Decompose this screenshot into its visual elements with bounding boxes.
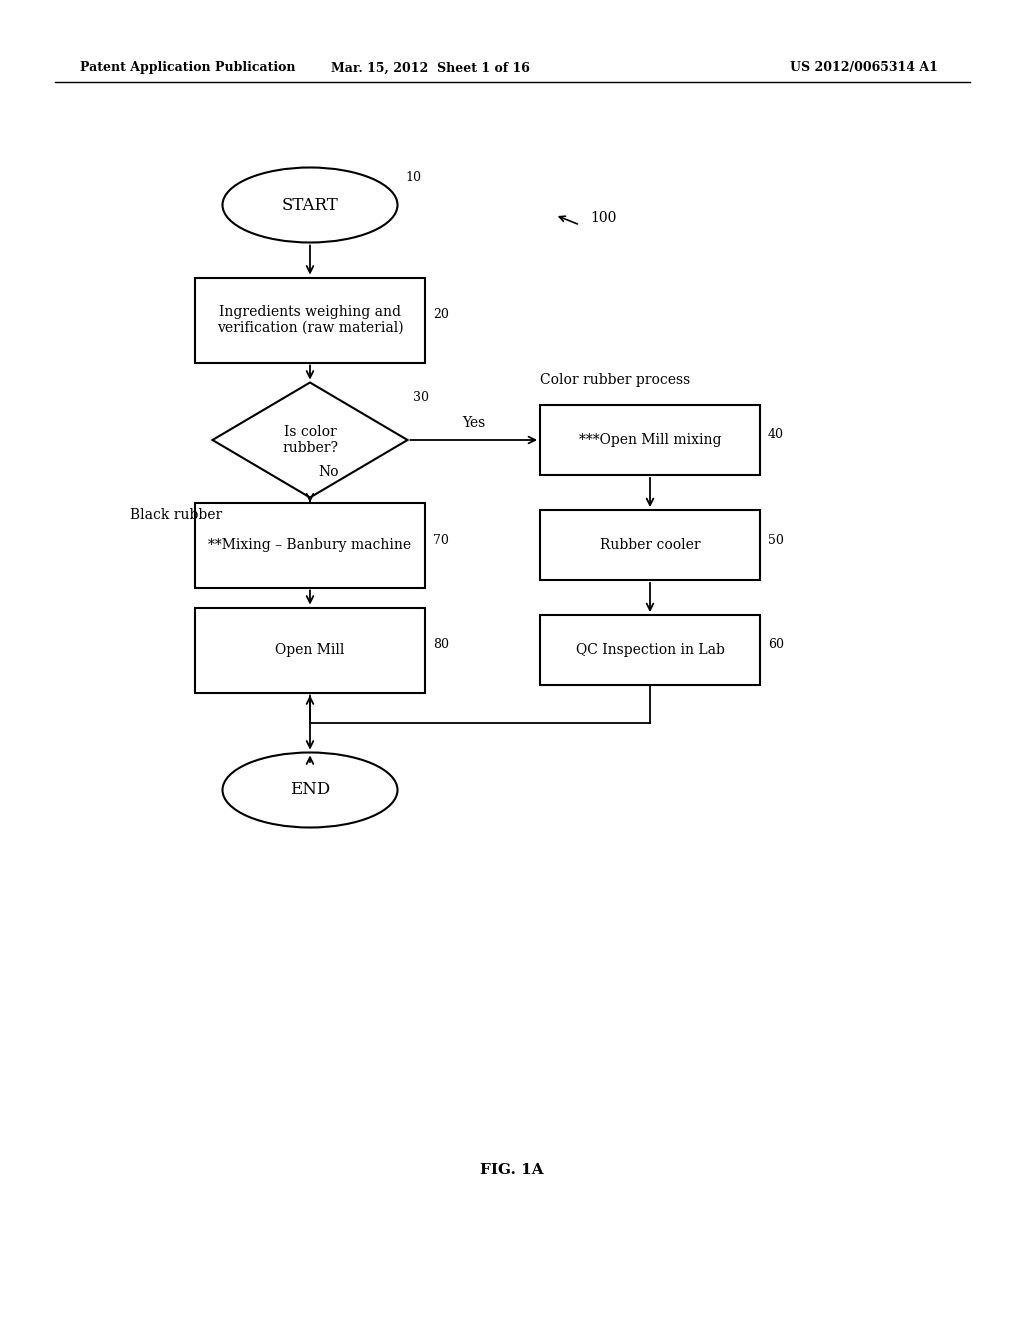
Text: Yes: Yes — [462, 416, 485, 430]
Text: Rubber cooler: Rubber cooler — [600, 539, 700, 552]
Ellipse shape — [222, 168, 397, 243]
Text: 20: 20 — [433, 309, 449, 322]
Bar — [540, 405, 760, 475]
Text: 70: 70 — [433, 533, 449, 546]
Text: ***Open Mill mixing: ***Open Mill mixing — [579, 433, 721, 447]
Text: FIG. 1A: FIG. 1A — [480, 1163, 544, 1177]
Text: US 2012/0065314 A1: US 2012/0065314 A1 — [790, 62, 938, 74]
Text: 40: 40 — [768, 429, 784, 441]
Text: Open Mill: Open Mill — [275, 643, 345, 657]
Text: 80: 80 — [433, 639, 449, 652]
Text: Color rubber process: Color rubber process — [540, 374, 690, 387]
Text: Mar. 15, 2012  Sheet 1 of 16: Mar. 15, 2012 Sheet 1 of 16 — [331, 62, 529, 74]
Text: 30: 30 — [413, 391, 428, 404]
Bar — [540, 510, 760, 579]
Text: 10: 10 — [406, 172, 422, 183]
Text: Patent Application Publication: Patent Application Publication — [80, 62, 296, 74]
Text: Black rubber: Black rubber — [130, 508, 222, 521]
Bar — [195, 607, 425, 693]
Text: 60: 60 — [768, 639, 784, 652]
Text: 100: 100 — [590, 211, 616, 224]
Bar — [540, 615, 760, 685]
Polygon shape — [213, 383, 408, 498]
Text: 50: 50 — [768, 533, 784, 546]
Text: START: START — [282, 197, 338, 214]
Text: **Mixing – Banbury machine: **Mixing – Banbury machine — [209, 539, 412, 552]
Text: Ingredients weighing and
verification (raw material): Ingredients weighing and verification (r… — [217, 305, 403, 335]
Ellipse shape — [222, 752, 397, 828]
Text: END: END — [290, 781, 330, 799]
Bar — [195, 503, 425, 587]
Bar — [195, 277, 425, 363]
Text: Is color
rubber?: Is color rubber? — [282, 425, 338, 455]
Text: No: No — [318, 466, 339, 479]
Text: QC Inspection in Lab: QC Inspection in Lab — [575, 643, 724, 657]
